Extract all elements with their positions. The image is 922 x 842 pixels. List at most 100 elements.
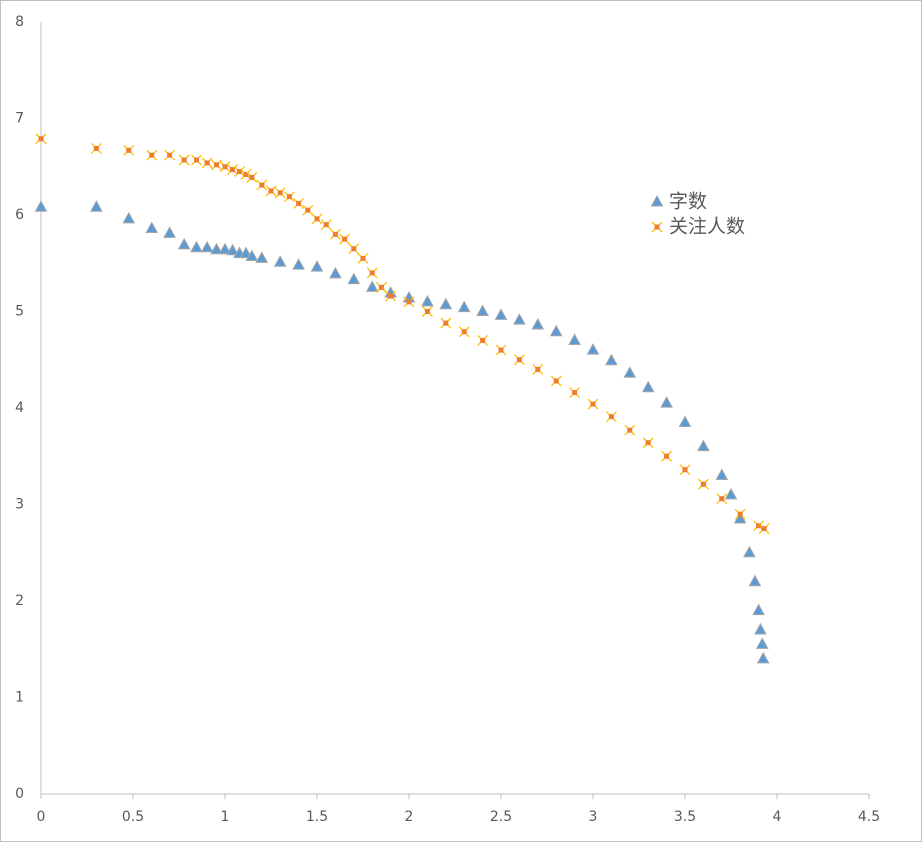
point [513, 354, 525, 366]
point [357, 252, 369, 264]
marker-shape [268, 188, 274, 194]
point [421, 294, 434, 307]
marker-shape [200, 240, 214, 253]
y-tick-label: 5 [15, 304, 24, 320]
point [756, 651, 770, 664]
point [122, 211, 136, 224]
marker-shape [443, 320, 449, 326]
point [310, 260, 324, 272]
marker-shape [737, 511, 743, 517]
point [495, 344, 507, 356]
y-tick-label: 6 [15, 207, 24, 223]
point [35, 133, 47, 145]
marker-shape [516, 357, 522, 363]
marker-shape [457, 300, 471, 313]
x-tick-label: 3 [589, 809, 598, 825]
point [145, 221, 159, 234]
marker-shape [149, 152, 155, 158]
marker-shape [342, 236, 348, 242]
marker-shape [239, 246, 253, 259]
marker-shape [755, 637, 769, 649]
marker-shape [93, 145, 99, 151]
point [239, 246, 253, 259]
marker-shape [568, 333, 581, 345]
point [724, 487, 738, 500]
point [256, 179, 268, 191]
marker-shape [761, 526, 767, 532]
point [302, 204, 314, 216]
marker-shape [204, 160, 210, 166]
point [568, 333, 581, 345]
marker-shape [210, 242, 223, 255]
marker-shape [406, 299, 412, 305]
marker-shape [743, 545, 756, 558]
marker-shape [292, 258, 305, 270]
point [347, 272, 361, 285]
point [320, 219, 332, 231]
point [678, 415, 692, 427]
marker-shape [237, 169, 243, 175]
point [758, 523, 770, 535]
point [661, 450, 673, 462]
point [679, 464, 691, 476]
point [190, 240, 203, 253]
x-tick-label: 2 [405, 809, 414, 825]
point [716, 493, 728, 505]
marker-shape [549, 324, 563, 337]
point [605, 411, 617, 423]
marker-shape [249, 174, 255, 180]
y-tick-label: 0 [15, 786, 24, 802]
marker-shape [305, 207, 311, 213]
point [234, 166, 245, 178]
legend-marker [650, 194, 664, 207]
marker-shape [421, 294, 434, 307]
marker-shape [332, 231, 338, 237]
point [365, 280, 379, 292]
marker-shape [664, 453, 670, 459]
point [255, 251, 269, 263]
marker-shape [122, 211, 136, 224]
point [34, 200, 48, 212]
marker-shape [590, 401, 596, 407]
legend-label: 关注人数 [669, 216, 745, 238]
point [283, 191, 295, 203]
marker-shape [553, 378, 559, 384]
marker-shape [461, 329, 467, 335]
marker-shape [439, 297, 453, 310]
marker-shape [424, 309, 430, 314]
point [246, 171, 258, 183]
point [366, 267, 378, 279]
marker-shape [34, 200, 48, 212]
point [292, 258, 305, 270]
point [421, 306, 433, 317]
point [163, 226, 176, 238]
point [348, 243, 360, 255]
marker-shape [255, 251, 269, 263]
marker-shape [181, 157, 187, 163]
point [586, 343, 600, 355]
marker-shape [277, 190, 283, 196]
x-tick-label: 1 [221, 809, 230, 825]
y-tick-label: 2 [15, 593, 24, 609]
point [754, 622, 767, 635]
x-tick-label: 0 [37, 809, 46, 825]
marker-shape [360, 255, 366, 261]
point [439, 297, 453, 310]
marker-shape [314, 216, 320, 222]
point [569, 387, 581, 399]
point [293, 197, 305, 209]
y-tick-label: 8 [15, 14, 24, 30]
marker-shape [733, 511, 747, 524]
point [513, 313, 526, 325]
marker-shape [245, 249, 259, 261]
marker-shape [218, 242, 232, 255]
point [532, 363, 544, 375]
point [227, 164, 239, 176]
point [457, 300, 471, 313]
marker-shape [296, 200, 302, 206]
point [273, 255, 287, 267]
marker-shape [724, 487, 738, 500]
point [177, 237, 191, 250]
marker-shape [756, 523, 762, 529]
